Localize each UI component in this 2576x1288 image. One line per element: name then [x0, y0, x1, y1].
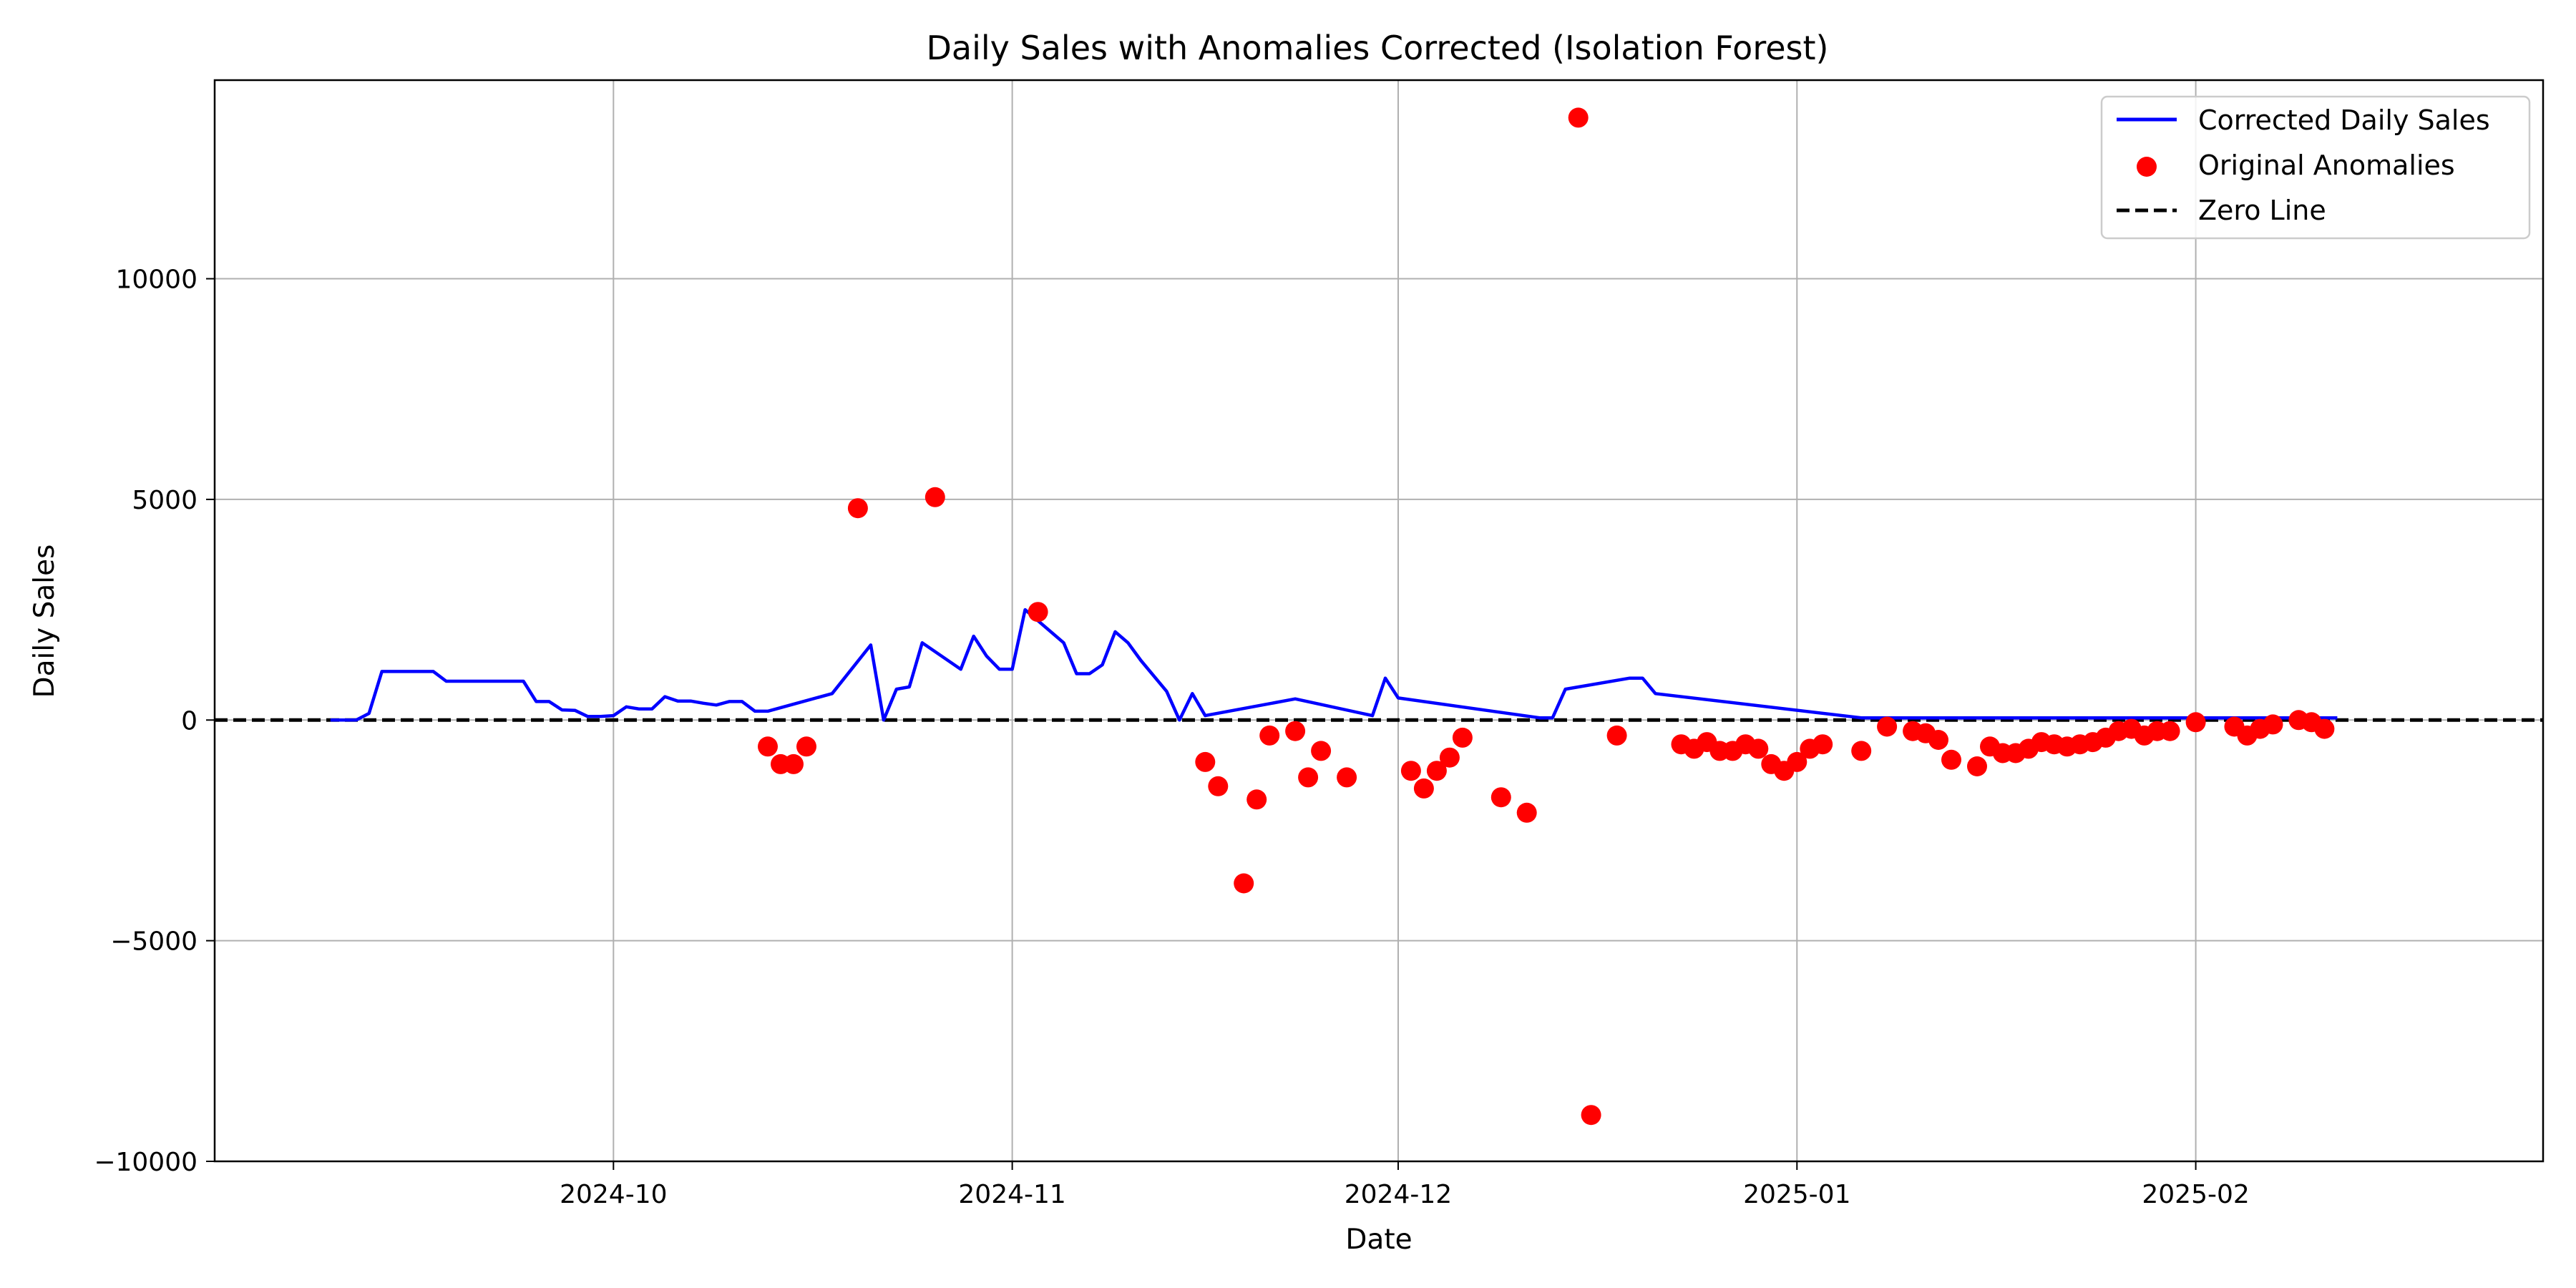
anomaly-point [1851, 741, 1872, 761]
anomaly-point [1413, 778, 1434, 799]
anomaly-point [1234, 873, 1254, 894]
anomaly-point [1285, 721, 1306, 741]
legend: Corrected Daily Sales Original Anomalies… [2100, 95, 2531, 240]
anomaly-point [847, 498, 868, 519]
anomaly-point [1426, 761, 1447, 781]
anomaly-point [1516, 802, 1537, 823]
anomaly-point [758, 736, 778, 757]
anomaly-point [2314, 718, 2335, 739]
corrected-sales-line [330, 608, 2338, 722]
x-tick-label: 2024-10 [560, 1180, 667, 1209]
y-tick-label: 0 [181, 706, 197, 736]
y-tick-label: −10000 [94, 1148, 197, 1177]
plot-frame [213, 79, 2545, 1163]
y-tick-label: −5000 [110, 927, 197, 957]
x-tick-label: 2025-02 [2142, 1180, 2249, 1209]
y-tick-label: 5000 [132, 486, 197, 515]
legend-box [2100, 95, 2531, 240]
y-tick-label: 10000 [115, 265, 197, 295]
anomaly-point [1195, 751, 1216, 772]
anomaly-point [1877, 716, 1898, 737]
tick-layer: 2024-10 2024-11 2024-12 2025-01 2025-02 10000… [94, 265, 2249, 1209]
anomaly-point [1337, 767, 1357, 788]
anomaly-point [784, 753, 804, 774]
anomaly-point [1748, 738, 1769, 759]
legend-dot-swatch [2137, 157, 2157, 177]
anomaly-point [1259, 725, 1280, 746]
legend-label-zero: Zero Line [2198, 195, 2326, 226]
anomaly-point [1568, 107, 1589, 128]
y-axis-label: Daily Sales [29, 545, 61, 698]
anomaly-point [1813, 734, 1833, 755]
x-axis-label: Date [1345, 1224, 1412, 1256]
line-layer [330, 608, 2338, 722]
x-tick-label: 2024-11 [958, 1180, 1065, 1209]
legend-label-corrected: Corrected Daily Sales [2198, 104, 2490, 136]
chart-title: Daily Sales with Anomalies Corrected (Is… [927, 29, 1829, 67]
anomaly-point [1606, 725, 1627, 746]
x-tick-label: 2024-12 [1345, 1180, 1452, 1209]
anomaly-point [1581, 1105, 1601, 1126]
anomaly-point [1028, 602, 1048, 623]
scatter-layer [758, 107, 2335, 1126]
anomaly-point [1439, 747, 1460, 768]
anomaly-point [1491, 787, 1511, 808]
anomaly-point [924, 487, 945, 507]
anomaly-point [1298, 767, 1319, 788]
anomaly-point [1787, 751, 1807, 772]
anomaly-point [796, 736, 816, 757]
anomaly-point [2160, 721, 2180, 741]
anomaly-point [1400, 761, 1421, 781]
anomaly-point [1246, 789, 1267, 810]
anomaly-point [1311, 741, 1332, 761]
anomaly-point [1452, 727, 1473, 748]
anomaly-point [1928, 730, 1948, 750]
anomaly-point [2263, 714, 2283, 735]
anomaly-point [1941, 749, 1961, 770]
x-tick-label: 2025-01 [1743, 1180, 1850, 1209]
anomaly-point [1967, 756, 1987, 776]
legend-label-anomalies: Original Anomalies [2198, 150, 2455, 181]
anomaly-point [1208, 776, 1229, 796]
anomaly-point [2185, 712, 2206, 733]
